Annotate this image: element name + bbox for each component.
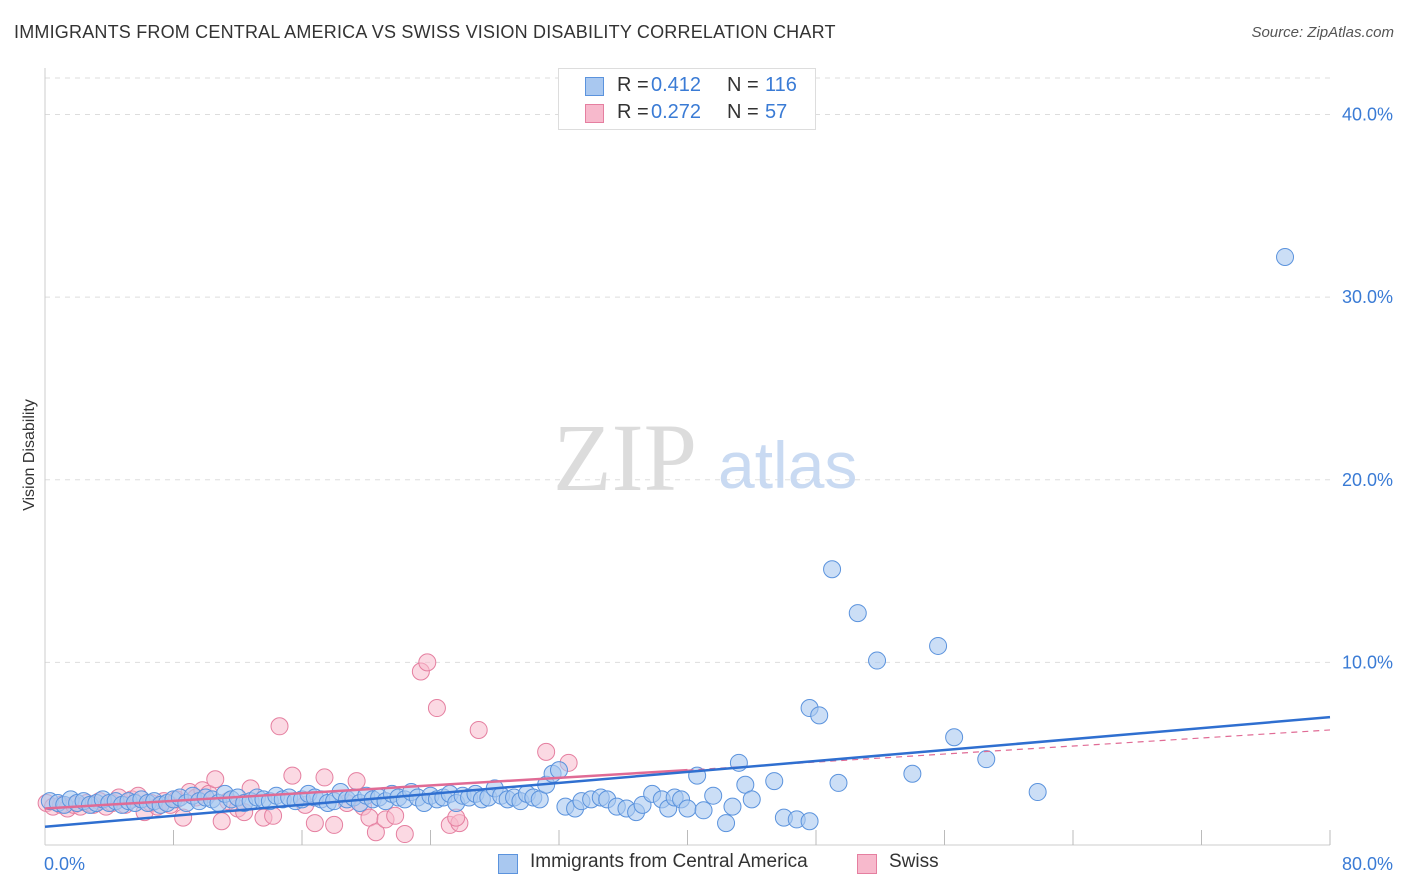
central-america-point — [868, 651, 887, 670]
legend-label: Immigrants from Central America — [530, 851, 808, 872]
swiss-point — [212, 812, 231, 831]
central-america-point — [945, 728, 964, 747]
axis-layer — [44, 68, 1331, 846]
swiss-point — [386, 806, 405, 825]
swiss-point — [347, 772, 366, 791]
swiss-trend-extension — [687, 729, 1331, 771]
swiss-point — [283, 766, 302, 785]
x-tick-label: 80.0% — [1342, 854, 1393, 874]
swiss-point — [325, 815, 344, 834]
y-tick-label: 40.0% — [1342, 105, 1393, 125]
central-america-point — [848, 604, 867, 623]
watermark: ZIP atlas — [553, 404, 857, 511]
swiss-point — [315, 768, 334, 787]
legend-r-value: 0.272 — [651, 101, 702, 123]
central-america-point — [717, 814, 736, 833]
central-america-point — [550, 761, 568, 780]
watermark-atlas: atlas — [718, 428, 857, 502]
central-america-point — [1028, 783, 1047, 802]
swiss-point — [264, 806, 283, 825]
legend-swatch-pink — [585, 104, 604, 123]
central-america-point — [765, 772, 784, 791]
central-america-point — [977, 750, 996, 769]
legend-n-value: 116 — [765, 74, 797, 96]
central-america-point — [903, 764, 922, 783]
central-america-point — [823, 560, 842, 579]
central-america-point — [800, 812, 819, 831]
swiss-point — [305, 814, 324, 833]
tick-labels: 10.0% 20.0% 30.0% 40.0% 0.0% 80.0% — [44, 105, 1393, 874]
central-america-point — [742, 790, 761, 809]
y-tick-label: 10.0% — [1342, 652, 1393, 672]
central-america-point — [678, 799, 697, 818]
x-tick-label: 0.0% — [44, 854, 85, 874]
swiss-point — [427, 699, 446, 718]
swiss-points — [37, 653, 578, 844]
legend-r-label: R = — [617, 74, 649, 96]
legend-swatch-blue — [498, 854, 518, 874]
central-america-point — [829, 773, 848, 792]
legend-swatch-pink — [857, 854, 877, 874]
swiss-trend-line — [44, 768, 688, 810]
swiss-point — [537, 742, 556, 761]
y-tick-label: 30.0% — [1342, 287, 1393, 307]
legend-r-label: R = — [617, 101, 649, 123]
central-america-point — [1276, 247, 1295, 266]
central-america-trend-line — [44, 715, 1331, 828]
correlation-legend: R = 0.412 N = 116 R = 0.272 N = 57 — [558, 68, 816, 130]
swiss-point — [418, 653, 437, 672]
chart-title: IMMIGRANTS FROM CENTRAL AMERICA VS SWISS… — [14, 22, 836, 42]
grid-layer — [45, 77, 1330, 663]
central-america-point — [929, 636, 948, 655]
swiss-point — [206, 770, 225, 789]
central-america-point — [704, 786, 723, 805]
legend-n-value: 57 — [765, 101, 788, 123]
central-america-points — [40, 247, 1295, 833]
swiss-point — [366, 823, 385, 842]
watermark-zip: ZIP — [553, 404, 697, 511]
swiss-point — [270, 717, 289, 736]
source-credit: Source: ZipAtlas.com — [1251, 24, 1394, 41]
central-america-point — [723, 797, 742, 816]
y-tick-label: 20.0% — [1342, 470, 1393, 490]
central-america-point — [694, 801, 713, 820]
legend-n-label: N = — [727, 101, 759, 123]
swiss-point — [174, 808, 193, 827]
swiss-point — [395, 825, 414, 844]
central-america-point — [810, 706, 829, 725]
legend-label: Swiss — [889, 851, 939, 872]
legend-swatch-blue — [585, 77, 604, 96]
trend-lines — [44, 715, 1331, 828]
legend-r-value: 0.412 — [651, 74, 702, 96]
legend-n-label: N = — [727, 74, 759, 96]
swiss-point — [469, 720, 488, 739]
